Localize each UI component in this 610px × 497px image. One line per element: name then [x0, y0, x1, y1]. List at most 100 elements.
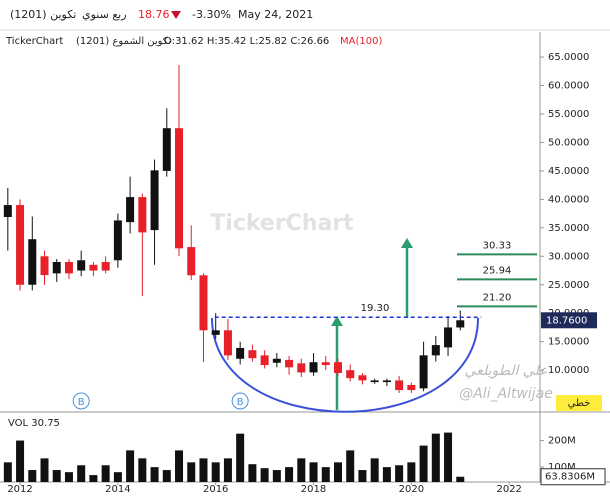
volume-bar — [333, 462, 342, 482]
volume-label: VOL 30.75 — [8, 418, 60, 429]
candle-body — [175, 128, 184, 249]
last-price-box — [541, 312, 597, 329]
candle-body — [211, 330, 220, 335]
candle-body — [346, 370, 355, 379]
volume-bar — [199, 458, 208, 482]
volume-bar — [407, 462, 416, 482]
candle-body — [321, 362, 330, 366]
candle-body — [456, 320, 465, 328]
candle-body — [126, 197, 135, 223]
x-tick-label: 2018 — [301, 484, 326, 495]
candle-body — [236, 347, 245, 359]
y-tick-label: 55.0000 — [548, 109, 589, 120]
volume-bar — [456, 476, 465, 482]
volume-bar — [248, 464, 257, 482]
candle-body — [199, 275, 208, 331]
volume-bar — [419, 445, 428, 482]
volume-bar — [444, 432, 453, 482]
candle-body — [101, 261, 110, 271]
candle-body — [138, 197, 147, 233]
volume-bar — [175, 450, 184, 482]
y-tick-label: 35.0000 — [548, 223, 589, 234]
candle-body — [223, 330, 232, 356]
x-tick-label: 2016 — [203, 484, 228, 495]
symbol-name: تكوين (1201) — [10, 8, 76, 21]
date: May 24, 2021 — [238, 8, 313, 21]
volume-tick-label: 200M — [548, 436, 576, 447]
volume-bar — [236, 433, 245, 482]
price: 18.76 — [138, 8, 170, 21]
volume-bar — [64, 472, 73, 482]
volume-bar — [358, 470, 367, 482]
volume-bar — [346, 450, 355, 482]
signal-label: B — [78, 397, 85, 408]
candle-body — [77, 260, 86, 271]
volume-bar — [395, 465, 404, 482]
target-label: 21.20 — [483, 292, 512, 303]
candle-body — [28, 239, 37, 285]
volume-bar — [223, 458, 232, 482]
volume-bar — [370, 458, 379, 482]
change: -3.30% — [192, 8, 231, 21]
candle-body — [272, 358, 281, 363]
y-tick-label: 65.0000 — [548, 52, 589, 63]
candle-body — [248, 350, 257, 359]
candle-body — [370, 380, 379, 383]
y-tick-label: 40.0000 — [548, 194, 589, 205]
x-tick-label: 2012 — [7, 484, 32, 495]
volume-bar — [431, 433, 440, 482]
signal-marker — [231, 392, 249, 410]
volume-bar — [16, 440, 25, 482]
cup-arc — [211, 317, 479, 413]
volume-bar — [382, 467, 391, 482]
candle-body — [382, 380, 391, 383]
volume-bar — [101, 465, 110, 482]
volume-bar — [162, 470, 171, 482]
volume-tick-label: 100M — [548, 462, 576, 473]
volume-bar — [113, 472, 122, 482]
last-volume-label: 63.8306M — [545, 472, 595, 483]
volume-bar — [150, 467, 159, 482]
candle-body — [309, 362, 318, 373]
volume-bar — [3, 462, 12, 482]
candle-body — [40, 256, 49, 276]
y-tick-label: 60.0000 — [548, 81, 589, 92]
y-tick-label: 50.0000 — [548, 137, 589, 148]
candle-body — [89, 264, 98, 271]
arrow-head — [331, 316, 343, 326]
period: ربع سنوي — [82, 8, 127, 21]
resistance-label: 19.30 — [361, 303, 390, 314]
volume-bar — [309, 462, 318, 482]
candle-body — [407, 384, 416, 391]
candle-body — [395, 380, 404, 391]
down-icon — [171, 11, 181, 19]
volume-bar — [126, 450, 135, 482]
candle-body — [358, 375, 367, 381]
scale-box — [556, 395, 602, 411]
ohlc-info: O:31.62 H:35.42 L:25.82 C:26.66 — [164, 36, 329, 47]
watermark: TickerChart — [210, 211, 354, 236]
x-tick-label: 2020 — [399, 484, 424, 495]
volume-bar — [89, 475, 98, 482]
target-label: 30.33 — [483, 240, 512, 251]
y-tick-label: 15.0000 — [548, 337, 589, 348]
candle-body — [16, 205, 25, 285]
last-volume-box — [540, 468, 606, 486]
candle-body — [431, 345, 440, 356]
brand: TickerChart — [5, 36, 63, 47]
volume-bar — [297, 458, 306, 482]
candle-body — [64, 261, 73, 274]
signal-marker — [72, 392, 90, 410]
x-tick-label: 2022 — [496, 484, 521, 495]
arrow-head — [401, 238, 413, 248]
candle-body — [113, 220, 122, 261]
volume-bar — [321, 467, 330, 482]
candle-body — [333, 362, 342, 373]
volume-bar — [260, 468, 269, 482]
volume-bar — [285, 467, 294, 482]
candle-body — [297, 363, 306, 373]
candle-body — [52, 261, 61, 274]
volume-bar — [52, 470, 61, 482]
